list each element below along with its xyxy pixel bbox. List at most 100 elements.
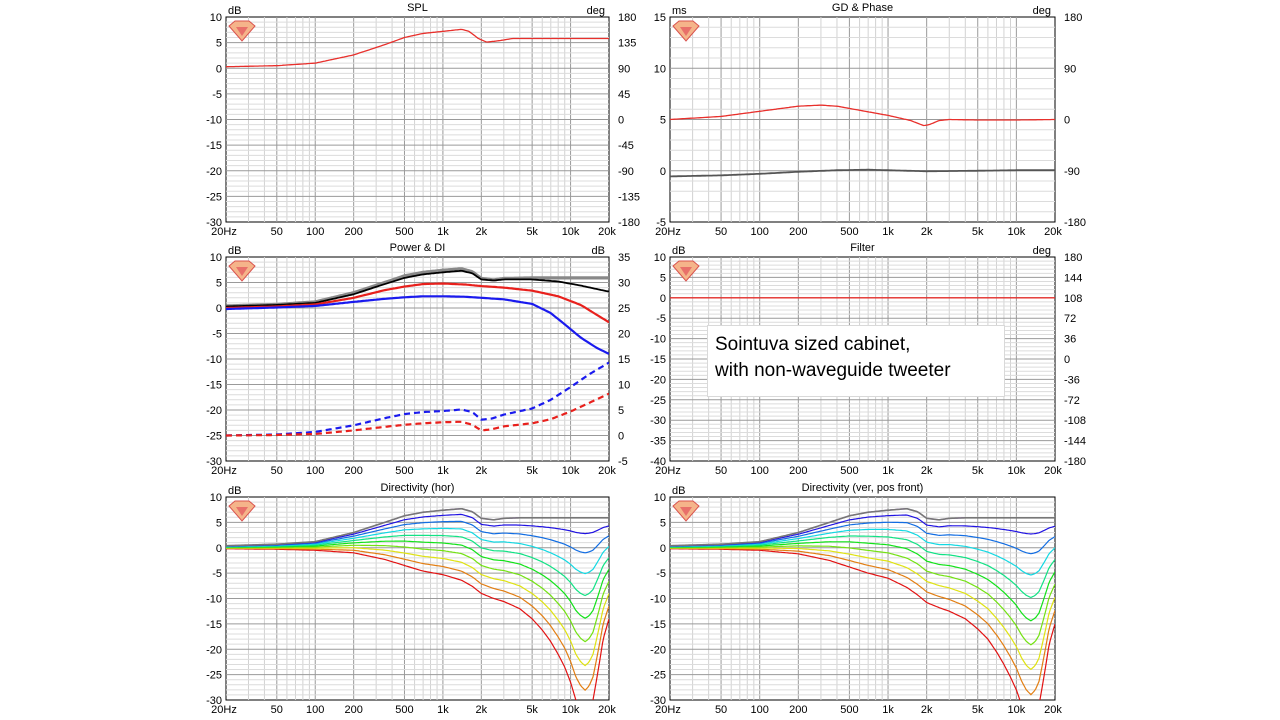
y-tick-label: 10 — [654, 63, 666, 75]
series-line-1 — [226, 269, 609, 308]
x-tick-label: 200 — [344, 704, 362, 716]
y2-tick-label: 36 — [1064, 334, 1076, 346]
directivity-curve-60deg — [226, 544, 609, 643]
x-tick-label: 2k — [921, 465, 933, 477]
directivity-curve-90deg — [670, 548, 1055, 700]
y2-tick-label: -180 — [618, 217, 640, 229]
y-tick-label: 5 — [660, 115, 666, 127]
x-tick-label: 5k — [526, 226, 538, 238]
x-tick-label: 10k — [1007, 704, 1025, 716]
directivity-curve-50deg — [226, 540, 609, 619]
directivity-curve-70deg — [670, 547, 1055, 671]
logo-heart — [236, 27, 248, 36]
x-tick-label: 20Hz — [211, 465, 237, 477]
x-tick-label: 50 — [715, 704, 727, 716]
y-tick-label: -10 — [206, 354, 222, 366]
left-axis-unit: ms — [672, 5, 687, 17]
y-tick-label: -30 — [206, 456, 222, 468]
y2-tick-label: 180 — [1064, 252, 1082, 264]
x-tick-label: 100 — [751, 465, 769, 477]
y2-tick-label: -180 — [1064, 456, 1086, 468]
x-tick-label: 20k — [1044, 465, 1062, 477]
y2-tick-label: 35 — [618, 252, 630, 264]
y2-tick-label: 0 — [618, 115, 624, 127]
x-tick-label: 100 — [751, 226, 769, 238]
x-tick-label: 5k — [526, 704, 538, 716]
series-group — [670, 104, 1055, 178]
y2-tick-label: 135 — [618, 38, 636, 50]
x-tick-label: 10k — [1007, 465, 1025, 477]
y-tick-label: -20 — [650, 644, 666, 656]
series-line-3 — [226, 295, 609, 355]
right-axis-unit: deg — [587, 5, 605, 17]
y2-tick-label: 72 — [1064, 313, 1076, 325]
x-tick-label: 500 — [840, 704, 858, 716]
x-tick-label: 20Hz — [211, 226, 237, 238]
x-tick-label: 200 — [344, 465, 362, 477]
x-tick-label: 1k — [882, 465, 894, 477]
chart-panel-5: Directivity (ver, pos front)dB1050-5-10-… — [650, 482, 1062, 716]
right-axis-unit: deg — [1033, 245, 1051, 257]
series-group — [226, 28, 609, 68]
y2-tick-label: 0 — [618, 431, 624, 443]
y2-tick-label: 0 — [1064, 354, 1070, 366]
y2-tick-label: 5 — [618, 405, 624, 417]
y-tick-label: 0 — [216, 303, 222, 315]
directivity-curve-40deg — [670, 535, 1055, 599]
chart-title: Directivity (hor) — [381, 482, 455, 494]
rew-logo-icon — [228, 260, 256, 282]
directivity-curve-40deg — [226, 534, 609, 597]
y-tick-label: 10 — [654, 252, 666, 264]
y-tick-label: -30 — [650, 415, 666, 427]
chart-panel-4: Directivity (hor)dB1050-5-10-15-20-25-30… — [206, 482, 616, 716]
series-line-0 — [670, 104, 1055, 127]
y2-tick-label: 90 — [1064, 63, 1076, 75]
right-axis-unit: dB — [592, 245, 605, 257]
y2-tick-label: 30 — [618, 278, 630, 290]
x-tick-label: 20k — [1044, 226, 1062, 238]
y-tick-label: -25 — [206, 670, 222, 682]
y2-tick-label: -5 — [618, 456, 628, 468]
x-tick-label: 1k — [882, 226, 894, 238]
x-tick-label: 100 — [751, 704, 769, 716]
x-tick-label: 1k — [882, 704, 894, 716]
series-line-2 — [226, 282, 609, 324]
y-tick-label: 10 — [654, 492, 666, 504]
y-tick-label: 5 — [216, 278, 222, 290]
y-tick-label: -15 — [206, 140, 222, 152]
x-tick-label: 200 — [789, 704, 807, 716]
y-tick-label: 15 — [654, 12, 666, 24]
annotation-box: Sointuva sized cabinet, with non-wavegui… — [707, 325, 1005, 397]
x-tick-label: 1k — [437, 226, 449, 238]
x-tick-label: 2k — [476, 226, 488, 238]
y-tick-label: 0 — [216, 543, 222, 555]
y-tick-label: 10 — [210, 492, 222, 504]
on-axis-reference — [670, 507, 1055, 547]
x-tick-label: 20Hz — [655, 465, 681, 477]
x-tick-label: 100 — [306, 226, 324, 238]
y-tick-label: -15 — [650, 619, 666, 631]
series-group — [670, 507, 1055, 700]
right-axis-unit: deg — [1033, 5, 1051, 17]
directivity-curve-70deg — [226, 547, 609, 667]
left-axis-unit: dB — [228, 245, 241, 257]
y2-tick-label: -90 — [1064, 166, 1080, 178]
x-tick-label: 5k — [972, 465, 984, 477]
series-line-0 — [226, 28, 609, 68]
y-tick-label: -20 — [206, 644, 222, 656]
x-tick-label: 50 — [271, 226, 283, 238]
x-tick-label: 50 — [271, 704, 283, 716]
x-tick-label: 20Hz — [211, 704, 237, 716]
y-tick-label: -15 — [206, 619, 222, 631]
y2-tick-label: -45 — [618, 140, 634, 152]
y-tick-label: -10 — [650, 594, 666, 606]
y-tick-label: 0 — [216, 63, 222, 75]
y-tick-label: -15 — [206, 380, 222, 392]
left-axis-unit: dB — [672, 245, 685, 257]
y-tick-label: -25 — [206, 191, 222, 203]
x-tick-label: 500 — [840, 465, 858, 477]
y-tick-label: -5 — [656, 568, 666, 580]
x-tick-label: 1k — [437, 465, 449, 477]
y2-tick-label: 108 — [1064, 293, 1082, 305]
